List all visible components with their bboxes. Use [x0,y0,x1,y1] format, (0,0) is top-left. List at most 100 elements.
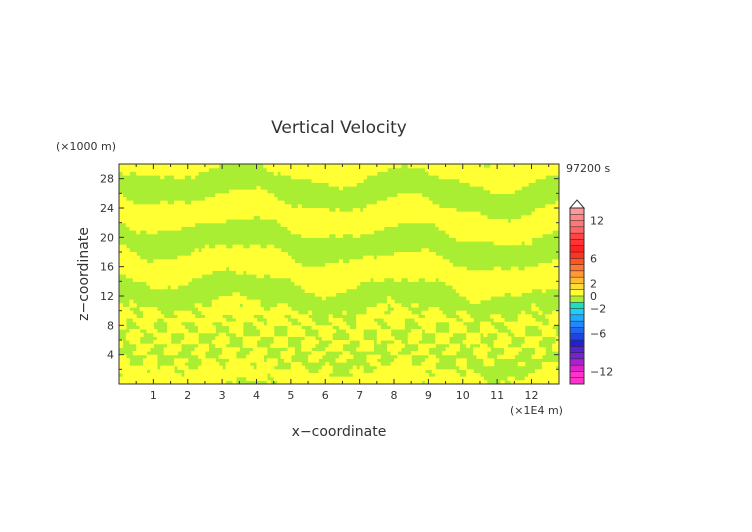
heatmap-cell [504,270,509,275]
heatmap-cell [177,329,182,334]
heatmap-cell [119,193,124,198]
heatmap-cell [125,380,130,384]
heatmap-cell [229,362,234,367]
heatmap-cell [380,215,385,220]
heatmap-cell [452,211,457,216]
heatmap-cell [376,219,381,224]
heatmap-cell [284,369,289,374]
heatmap-cell [119,244,124,249]
heatmap-cell [373,358,378,363]
heatmap-cell [435,340,440,345]
heatmap-cell [407,336,412,341]
heatmap-cell [404,197,409,202]
heatmap-cell [280,263,285,268]
heatmap-cell [428,266,433,271]
heatmap-cell [153,314,158,319]
heatmap-cell [125,200,130,205]
heatmap-cell [414,270,419,275]
heatmap-cell [225,376,230,381]
heatmap-cell [466,211,471,216]
heatmap-cell [211,204,216,209]
heatmap-cell [167,351,172,356]
heatmap-cell [476,299,481,304]
heatmap-cell [339,164,344,169]
heatmap-cell [204,248,209,253]
heatmap-cell [504,237,509,242]
heatmap-cell [352,226,357,231]
heatmap-cell [132,336,137,341]
heatmap-cell [122,307,127,312]
heatmap-cell [170,376,175,381]
heatmap-cell [356,329,361,334]
heatmap-cell [174,376,179,381]
heatmap-cell [545,230,550,235]
heatmap-cell [462,340,467,345]
heatmap-cell [387,373,392,378]
heatmap-cell [407,358,412,363]
heatmap-cell [431,215,436,220]
heatmap-cell [500,343,505,348]
heatmap-cell [479,226,484,231]
heatmap-cell [459,274,464,279]
heatmap-cell [479,164,484,169]
heatmap-cell [538,285,543,290]
heatmap-cell [445,230,450,235]
heatmap-cell [211,252,216,257]
heatmap-cell [552,318,557,323]
heatmap-cell [229,252,234,257]
heatmap-cell [400,215,405,220]
heatmap-cell [428,329,433,334]
heatmap-cell [476,354,481,359]
heatmap-cell [180,362,185,367]
heatmap-cell [545,332,550,337]
heatmap-cell [407,354,412,359]
heatmap-cell [534,230,539,235]
heatmap-cell [222,252,227,257]
heatmap-cell [273,321,278,326]
heatmap-cell [246,193,251,198]
heatmap-cell [548,329,553,334]
heatmap-cell [411,263,416,268]
heatmap-cell [177,321,182,326]
heatmap-cell [119,200,124,205]
heatmap-cell [517,186,522,191]
heatmap-cell [528,314,533,319]
heatmap-cell [366,314,371,319]
heatmap-cell [201,164,206,169]
heatmap-cell [311,277,316,282]
heatmap-cell [184,329,189,334]
heatmap-cell [442,266,447,271]
heatmap-cell [311,219,316,224]
heatmap-cell [497,241,502,246]
heatmap-cell [394,211,399,216]
heatmap-cell [517,347,522,352]
heatmap-cell [424,164,429,169]
heatmap-cell [380,222,385,227]
heatmap-cell [486,277,491,282]
heatmap-cell [369,208,374,213]
heatmap-cell [139,171,144,176]
heatmap-cell [119,321,124,326]
heatmap-cell [476,373,481,378]
heatmap-cell [431,343,436,348]
heatmap-cell [469,237,474,242]
heatmap-cell [294,365,299,370]
heatmap-cell [438,318,443,323]
x-tick-label: 2 [184,389,191,402]
heatmap-cell [421,252,426,257]
heatmap-cell [294,380,299,384]
heatmap-cell [249,340,254,345]
heatmap-cell [356,321,361,326]
heatmap-cell [259,208,264,213]
heatmap-cell [404,263,409,268]
heatmap-cell [156,310,161,315]
heatmap-cell [483,380,488,384]
heatmap-cell [191,266,196,271]
heatmap-cell [146,380,151,384]
heatmap-cell [284,336,289,341]
heatmap-cell [497,332,502,337]
heatmap-cell [253,193,258,198]
heatmap-cell [455,343,460,348]
heatmap-cell [459,164,464,169]
heatmap-cell [290,171,295,176]
